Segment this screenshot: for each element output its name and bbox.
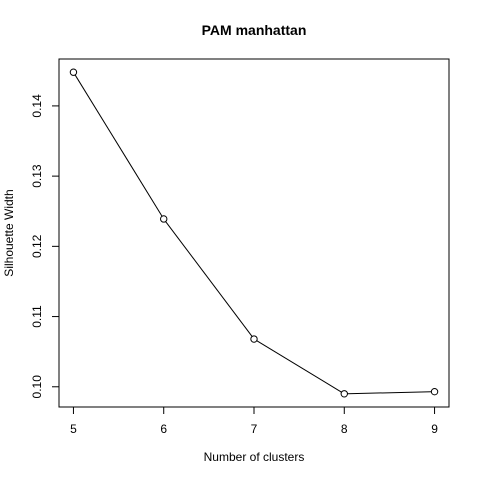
- data-point: [340, 390, 348, 398]
- chart-title: PAM manhattan: [202, 22, 307, 38]
- y-tick-label: 0.10: [30, 375, 44, 399]
- x-axis: 5 6 7 8 9: [70, 406, 438, 436]
- y-tick-label: 0.14: [30, 94, 44, 118]
- data-point: [160, 215, 168, 223]
- x-tick-label: 8: [341, 422, 348, 436]
- x-tick-label: 9: [431, 422, 438, 436]
- line-segment: [256, 340, 342, 393]
- y-axis-label: Silhouette Width: [2, 189, 16, 276]
- y-tick-label: 0.12: [30, 234, 44, 258]
- data-point: [430, 387, 439, 396]
- x-tick-label: 7: [251, 422, 258, 436]
- line-segment: [165, 221, 253, 337]
- x-tick-label: 6: [160, 422, 167, 436]
- data-series: [69, 68, 439, 398]
- plot-frame: [58, 58, 450, 408]
- data-point: [250, 335, 258, 343]
- x-axis-label: Number of clusters: [204, 450, 305, 464]
- line-segment: [74, 74, 163, 217]
- y-tick-label: 0.13: [30, 164, 44, 188]
- x-tick-label: 5: [70, 422, 77, 436]
- data-point: [69, 68, 78, 76]
- line-segment: [347, 391, 432, 395]
- y-tick-label: 0.11: [30, 305, 44, 328]
- y-axis: 0.10 0.11 0.12 0.13 0.14: [30, 94, 60, 399]
